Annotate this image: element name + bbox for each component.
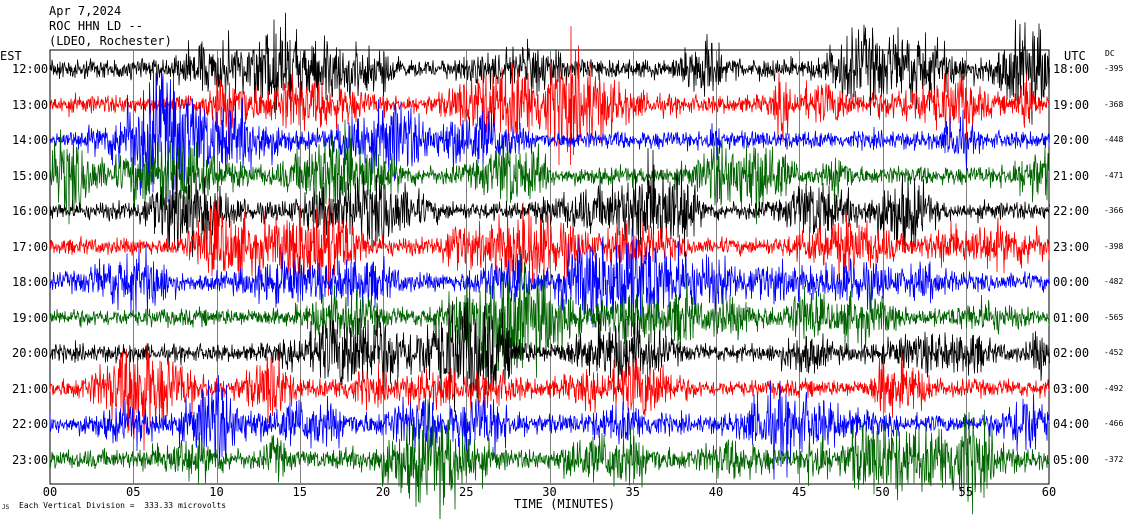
- trace-1600: [49, 148, 1050, 258]
- x-tick-label: 60: [1041, 485, 1057, 499]
- dc-offset-label: -482: [1104, 277, 1124, 286]
- trace-1800: [49, 228, 1050, 337]
- est-time-label: 23:00: [12, 452, 49, 467]
- utc-time-label: 05:00: [1053, 452, 1090, 467]
- trace-2200: [49, 375, 1050, 480]
- x-tick-label: 15: [292, 485, 307, 499]
- trace-1300: [49, 26, 1050, 166]
- dc-offset-label: -448: [1104, 135, 1124, 144]
- x-tick-label: 55: [958, 485, 973, 499]
- x-axis-title: TIME (MINUTES): [514, 497, 616, 511]
- x-tick-label: 00: [42, 485, 58, 499]
- utc-time-label: 18:00: [1053, 62, 1090, 76]
- dc-offset-label: -471: [1104, 170, 1124, 180]
- scale-note: Each Vertical Division = 333.33 microvol…: [19, 501, 227, 510]
- x-tick-label: 50: [875, 485, 890, 499]
- x-tick-label: 20: [375, 485, 391, 499]
- trace-2100: [49, 343, 1050, 451]
- dc-offset-label: -395: [1104, 64, 1124, 73]
- trace-2000: [49, 300, 1050, 418]
- est-time-label: 12:00: [12, 62, 49, 76]
- est-time-label: 15:00: [12, 168, 49, 183]
- utc-axis-title: UTC: [1064, 49, 1086, 63]
- dc-offset-label: -366: [1104, 206, 1124, 215]
- utc-time-label: 21:00: [1053, 168, 1090, 183]
- trace-1500: [49, 119, 1050, 225]
- x-tick-label: 10: [209, 485, 224, 499]
- est-time-label: 13:00: [12, 97, 49, 112]
- network-label: (LDEO, Rochester): [49, 34, 172, 48]
- est-time-label: 22:00: [12, 417, 49, 431]
- est-time-label: 18:00: [12, 275, 49, 289]
- x-tick-label: 45: [792, 485, 807, 499]
- trace-1400: [49, 69, 1050, 203]
- dc-offset-label: -452: [1104, 348, 1124, 357]
- dc-column-title: DC: [1105, 49, 1115, 58]
- station-label: ROC HHN LD --: [49, 19, 143, 33]
- utc-time-label: 19:00: [1053, 97, 1090, 112]
- utc-time-label: 02:00: [1053, 346, 1090, 360]
- x-tick-label: 05: [126, 485, 141, 499]
- trace-2300: [49, 399, 1050, 519]
- dc-offset-label: -398: [1104, 241, 1124, 251]
- utc-time-label: 23:00: [1053, 239, 1090, 254]
- est-axis-title: EST: [0, 49, 22, 63]
- est-time-label: 20:00: [12, 346, 49, 360]
- est-time-label: 16:00: [12, 204, 49, 218]
- utc-time-label: 01:00: [1053, 310, 1090, 325]
- utc-time-label: 00:00: [1053, 275, 1090, 289]
- dc-offset-label: -492: [1104, 383, 1124, 393]
- plot-frame: [49, 49, 1050, 485]
- dc-offset-label: -372: [1104, 454, 1124, 464]
- dc-offset-label: -565: [1104, 312, 1124, 322]
- trace-1900: [49, 249, 1050, 404]
- dc-offset-label: -466: [1104, 419, 1124, 428]
- est-time-label: 19:00: [12, 310, 49, 325]
- x-tick-label: 30: [542, 485, 557, 499]
- x-tick-label: 25: [459, 485, 474, 499]
- date-label: Apr 7,2024: [49, 4, 122, 18]
- utc-time-label: 22:00: [1053, 204, 1090, 218]
- utc-time-label: 03:00: [1053, 381, 1090, 396]
- trace-1700: [49, 196, 1050, 296]
- corner-mark: JS: [2, 504, 10, 511]
- utc-time-label: 04:00: [1053, 417, 1090, 431]
- utc-time-label: 20:00: [1053, 133, 1090, 147]
- x-tick-label: 40: [708, 485, 724, 499]
- dc-offset-label: -368: [1104, 99, 1124, 109]
- x-tick-label: 35: [625, 485, 640, 499]
- est-time-label: 17:00: [12, 239, 49, 254]
- est-time-label: 21:00: [12, 381, 49, 396]
- est-time-label: 14:00: [12, 133, 49, 147]
